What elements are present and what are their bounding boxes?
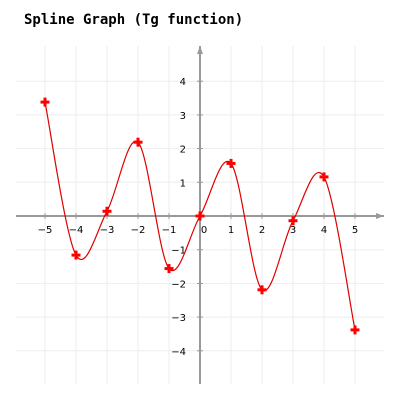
series-markers (40, 97, 360, 335)
y-tick-label: 4 (180, 77, 186, 88)
x-tick-label: −2 (131, 225, 146, 236)
y-tick-label: −3 (171, 313, 186, 324)
data-point-marker (71, 250, 81, 260)
data-point-marker (350, 325, 360, 335)
x-tick-label: −5 (38, 225, 53, 236)
x-tick-label: 5 (352, 225, 358, 236)
data-point-marker (257, 285, 267, 295)
y-tick-label: −2 (171, 279, 186, 290)
data-point-marker (133, 137, 143, 147)
y-tick-label: −4 (171, 347, 186, 358)
y-tick-label: −1 (171, 246, 186, 257)
data-point-marker (288, 216, 298, 226)
y-tick-label: 2 (180, 145, 186, 156)
y-axis-arrow-icon (197, 46, 203, 54)
data-point-marker (319, 172, 329, 182)
x-axis-arrow-icon (376, 213, 384, 219)
data-point-marker (40, 97, 50, 107)
y-tick-label: 3 (180, 111, 186, 122)
data-point-marker (226, 158, 236, 168)
chart-title: Spline Graph (Tg function) (24, 12, 244, 28)
data-point-marker (102, 206, 112, 216)
x-tick-label: −1 (162, 225, 177, 236)
data-point-marker (164, 264, 174, 274)
x-tick-label: 0 (201, 225, 207, 236)
x-tick-label: 1 (228, 225, 234, 236)
x-tick-label: 2 (259, 225, 265, 236)
x-tick-label: 4 (321, 225, 327, 236)
data-point-marker (195, 211, 205, 221)
x-tick-label: 3 (290, 225, 296, 236)
y-tick-label: 1 (180, 178, 186, 189)
x-tick-label: −4 (69, 225, 84, 236)
tick-labels: −5 −4 −3 −2 −1 0 1 2 3 4 5 −4 −3 −2 −1 1 2 3 4 (38, 77, 359, 358)
x-tick-label: −3 (100, 225, 115, 236)
